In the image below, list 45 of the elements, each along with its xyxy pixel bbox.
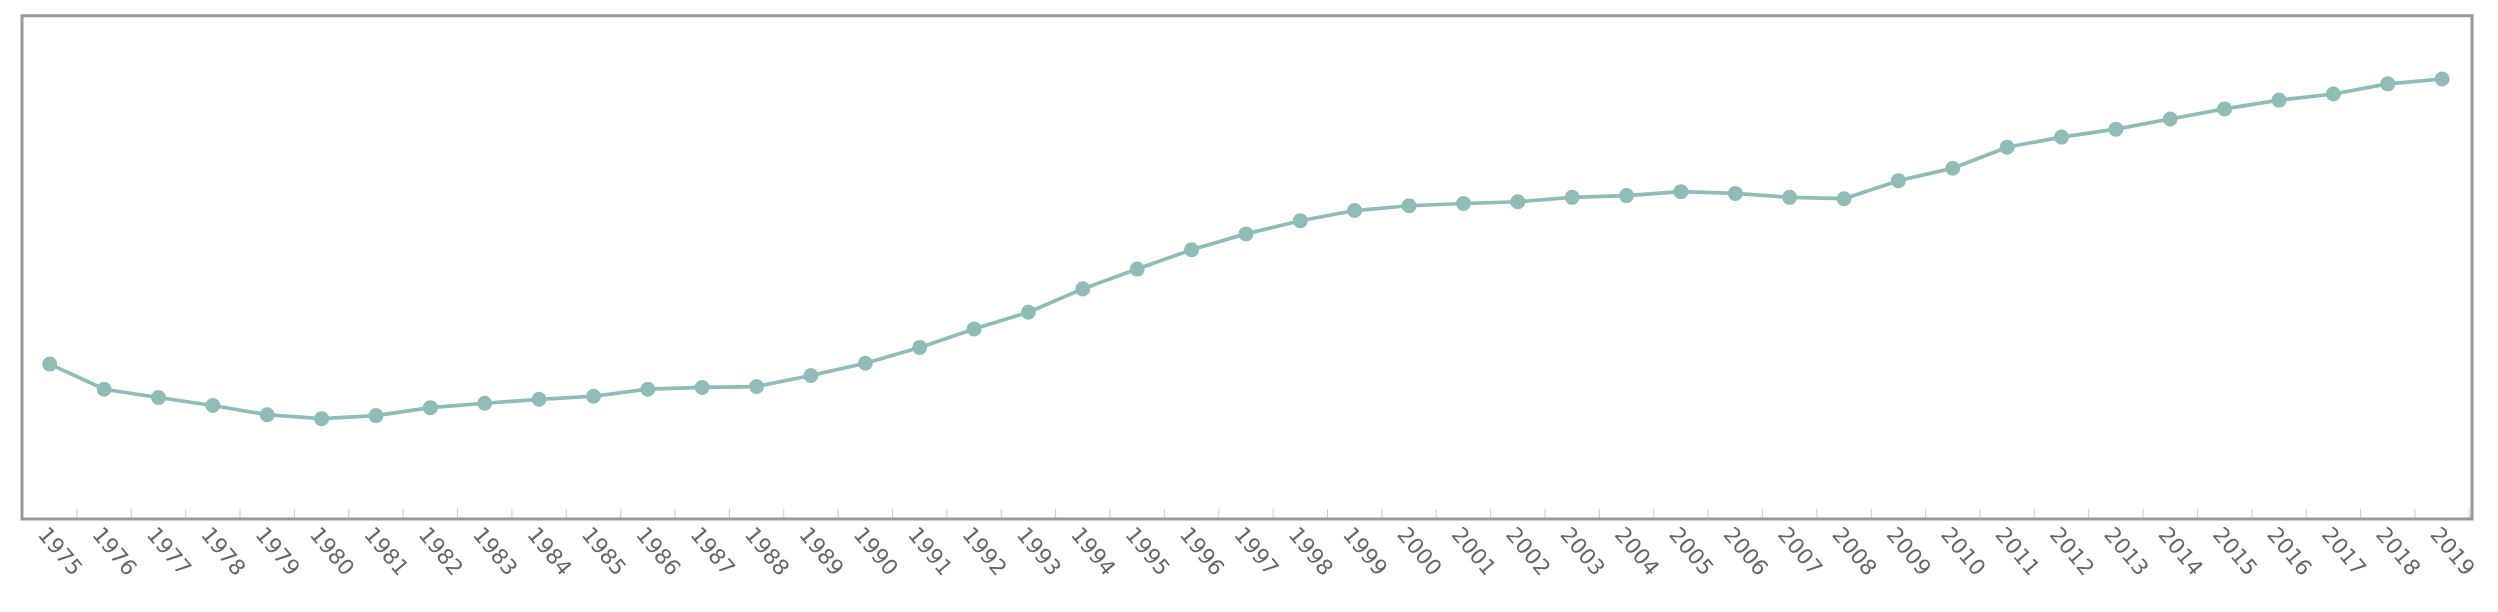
point	[2054, 129, 2070, 145]
point	[585, 388, 601, 404]
point	[857, 355, 873, 371]
point	[1238, 226, 1254, 242]
point	[1075, 281, 1091, 297]
point	[205, 397, 221, 413]
point	[259, 407, 275, 423]
point	[96, 381, 112, 397]
point	[2271, 92, 2287, 108]
point	[1999, 139, 2015, 155]
point	[2217, 101, 2233, 117]
point	[1727, 185, 1743, 201]
point	[1455, 196, 1471, 212]
point	[1836, 191, 1852, 207]
point	[531, 391, 547, 407]
point	[1401, 198, 1417, 214]
point	[2162, 111, 2178, 127]
point	[1890, 173, 1906, 189]
point	[966, 321, 982, 337]
point	[2325, 86, 2341, 102]
point	[1347, 203, 1363, 219]
point	[368, 408, 384, 424]
point	[1292, 213, 1308, 229]
point	[422, 400, 438, 416]
point	[1673, 184, 1689, 200]
point	[2108, 121, 2124, 137]
point	[803, 368, 819, 384]
point	[640, 381, 656, 397]
point	[1129, 261, 1145, 277]
point	[2434, 71, 2450, 87]
point	[314, 411, 330, 427]
point	[1020, 304, 1036, 320]
point	[1945, 160, 1961, 176]
point	[1184, 242, 1200, 258]
point	[694, 379, 710, 395]
point	[1619, 188, 1635, 204]
point	[150, 390, 166, 406]
point	[2380, 76, 2396, 92]
point	[1782, 189, 1798, 205]
point	[912, 339, 928, 355]
point	[42, 356, 58, 372]
point	[1564, 189, 1580, 205]
point	[477, 395, 493, 411]
point	[1510, 194, 1526, 210]
point	[749, 379, 765, 395]
